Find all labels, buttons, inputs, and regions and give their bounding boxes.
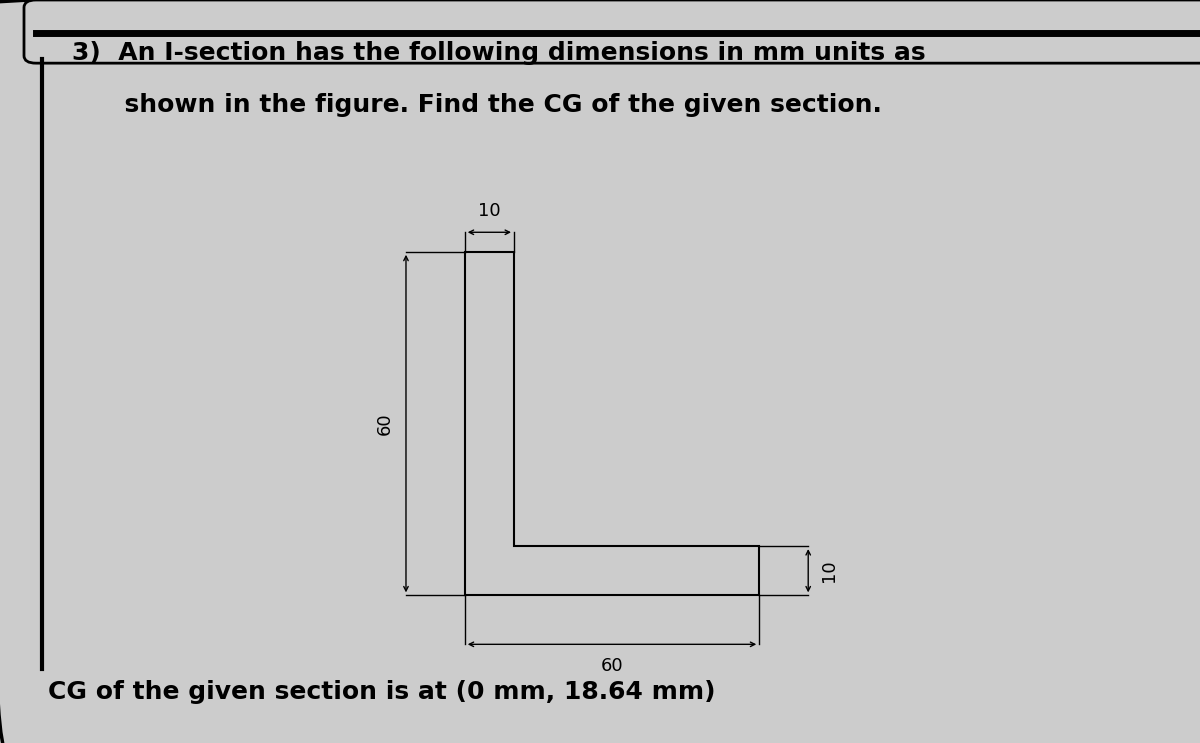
- Text: 60: 60: [601, 657, 623, 675]
- Polygon shape: [464, 252, 760, 595]
- Text: CG of the given section is at (0 mm, 18.64 mm): CG of the given section is at (0 mm, 18.…: [48, 680, 715, 704]
- Text: 10: 10: [478, 202, 500, 220]
- Text: shown in the figure. Find the CG of the given section.: shown in the figure. Find the CG of the …: [72, 93, 882, 117]
- Text: 10: 10: [821, 559, 839, 582]
- Text: 3)  An I-section has the following dimensions in mm units as: 3) An I-section has the following dimens…: [72, 41, 925, 65]
- Text: 60: 60: [376, 412, 394, 435]
